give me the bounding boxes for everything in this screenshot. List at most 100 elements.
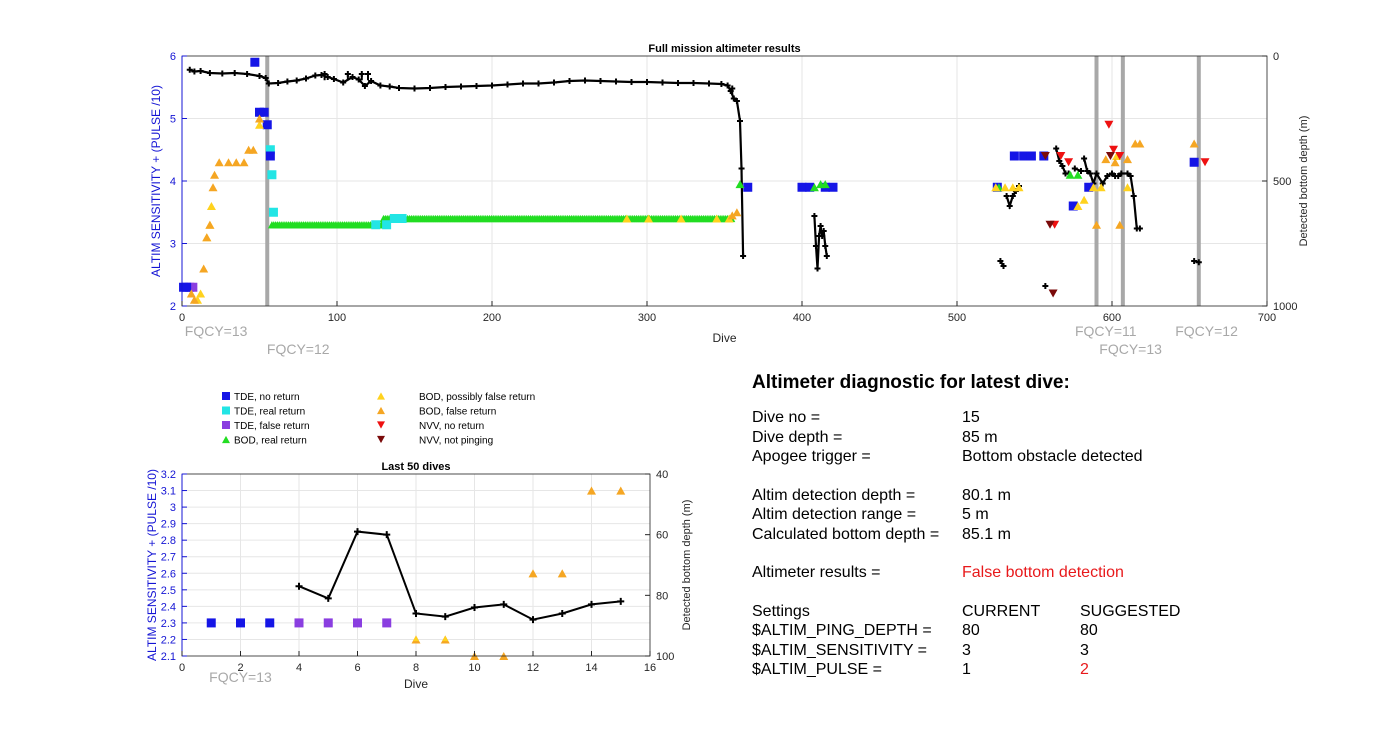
tde-no-return-point: [1009, 151, 1019, 161]
legend-label-bod-real-return: BOD, real return: [234, 436, 307, 447]
bottom-depth-point: [312, 72, 319, 79]
bottom-depth-point: [1118, 170, 1125, 177]
bottom-depth-point: [1127, 173, 1134, 179]
legend-label-tde-real-return: TDE, real return: [234, 407, 305, 418]
last50-axes-box: [181, 473, 651, 657]
bod-false-point: [214, 158, 224, 167]
last50-bottom-depth-point: [500, 600, 508, 608]
legend-marker-bod-false: [377, 406, 385, 415]
bod-false-point: [186, 289, 196, 298]
last50-bottom-depth-line: [298, 530, 621, 621]
pulse-suggested: 2: [1080, 661, 1089, 678]
last50-ytick-label: 2.2: [161, 634, 176, 646]
bod-real-return-point: [1073, 170, 1083, 179]
last50-bottom-depth-point: [588, 600, 595, 608]
last50-rtick-label: 80: [656, 590, 668, 602]
legend-marker-bod-possibly-false: [377, 392, 385, 400]
bottom-depth-point: [256, 73, 263, 79]
nvv-not-pinging-point: [1048, 289, 1058, 298]
bottom-depth-point: [613, 78, 619, 85]
ping-depth-suggested: 80: [1080, 622, 1098, 639]
settings-header-row: Settings CURRENT SUGGESTED: [752, 602, 1372, 622]
last50-ytick-label: 3: [170, 502, 176, 514]
bod-false-point: [224, 158, 233, 167]
bod-false-point: [239, 158, 249, 167]
dive-no-value: 15: [962, 409, 980, 426]
fqcy-label: FQCY=12: [1175, 323, 1238, 339]
dive-depth-label: Dive depth =: [752, 428, 843, 446]
last50-xtick-label: 14: [585, 662, 597, 674]
bottom-depth-point: [396, 85, 402, 91]
top-ylabel-right: Detected bottom depth (m): [1298, 116, 1310, 247]
bottom-depth-point: [303, 75, 309, 82]
pulse-label: $ALTIM_PULSE =: [752, 661, 882, 678]
settings-label: Settings: [752, 602, 810, 620]
bottom-depth-point: [1191, 258, 1198, 264]
last50-fqcy-label: FQCY=13: [209, 669, 272, 685]
bottom-depth-point: [330, 76, 337, 82]
tde-no-return-point: [1084, 182, 1094, 192]
diagnostic-title: Altimeter diagnostic for latest dive:: [752, 372, 1070, 393]
apogee-label: Apogee trigger =: [752, 448, 871, 465]
bod-real-return-point: [735, 180, 745, 189]
altim-range-row: Altim detection range = 5 m: [752, 505, 1372, 525]
last50-title: Last 50 dives: [381, 461, 450, 473]
bottom-depth-point: [551, 79, 557, 86]
bod-possibly-false-point: [1073, 201, 1083, 211]
last50-bottom-depth-series: [295, 528, 625, 624]
dive-no-row: Dive no = 15: [752, 408, 1372, 428]
last50-bottom-depth-point: [558, 610, 566, 618]
bottom-depth-point: [1115, 173, 1122, 179]
bottom-depth-point: [349, 74, 356, 80]
nvv-not-pinging-point: [1105, 151, 1115, 161]
bottom-depth-point: [644, 79, 650, 85]
bottom-depth-point: [1078, 168, 1084, 174]
bod-real-return-point: [820, 180, 830, 189]
bottom-depth-point: [365, 71, 371, 77]
last50-tde-false-return-point: [294, 618, 304, 628]
nvv-no-return-point: [1064, 158, 1074, 167]
ping-depth-label: $ALTIM_PING_DEPTH =: [752, 622, 932, 639]
tde-no-return-point: [182, 282, 192, 292]
bottom-depth-point: [386, 83, 393, 90]
tde-no-return-point: [250, 57, 260, 67]
bottom-depth-point: [817, 223, 824, 229]
fqcy-label: FQCY=11: [1075, 323, 1137, 339]
last50-plot-area: [182, 474, 650, 656]
bod-false-point: [199, 264, 209, 273]
bottom-depth-point: [997, 258, 1004, 264]
bottom-depth-point: [473, 83, 480, 89]
suggested-header: SUGGESTED: [1080, 602, 1181, 620]
top-rtick-label: 500: [1273, 176, 1291, 188]
bottom-depth-point: [1087, 170, 1094, 177]
bod-possibly-false-point: [676, 214, 686, 223]
legend-marker-tde-false-return: [222, 421, 230, 429]
bottom-depth-point: [690, 80, 697, 86]
pulse-current: 1: [962, 661, 971, 678]
last50-tde-false-return-point: [382, 618, 392, 628]
pulse-row: $ALTIM_PULSE = 1 2: [752, 660, 1372, 680]
bottom-depth-point: [819, 233, 826, 239]
bottom-depth-point: [1071, 165, 1078, 172]
bottom-depth-point: [1136, 225, 1143, 232]
last50-bottom-depth-point: [295, 582, 303, 590]
nvv-not-pinging-series: [1040, 151, 1115, 298]
tde-no-return-point: [1189, 157, 1199, 167]
bottom-depth-point: [358, 71, 365, 77]
results-value: False bottom detection: [962, 564, 1124, 581]
bottom-depth-point: [724, 82, 731, 89]
bottom-depth-point: [324, 74, 331, 80]
nvv-no-return-point: [1104, 120, 1114, 129]
bottom-depth-point: [1059, 163, 1066, 169]
bod-possibly-false-point: [1123, 183, 1132, 192]
bod-false-point: [1092, 220, 1101, 229]
bottom-depth-point: [186, 66, 193, 73]
top-ytick-label: 4: [170, 176, 176, 188]
bottom-depth-point: [265, 80, 272, 87]
last50-bod-false-point: [557, 569, 567, 578]
bottom-depth-point: [1081, 155, 1088, 162]
last50-bod-possibly-false-point: [413, 635, 419, 642]
top-ylabel: ALTIM SENSITIVITY + (PULSE /10): [149, 85, 163, 277]
bottom-depth-point: [411, 85, 418, 92]
bod-possibly-false-point: [712, 214, 722, 223]
